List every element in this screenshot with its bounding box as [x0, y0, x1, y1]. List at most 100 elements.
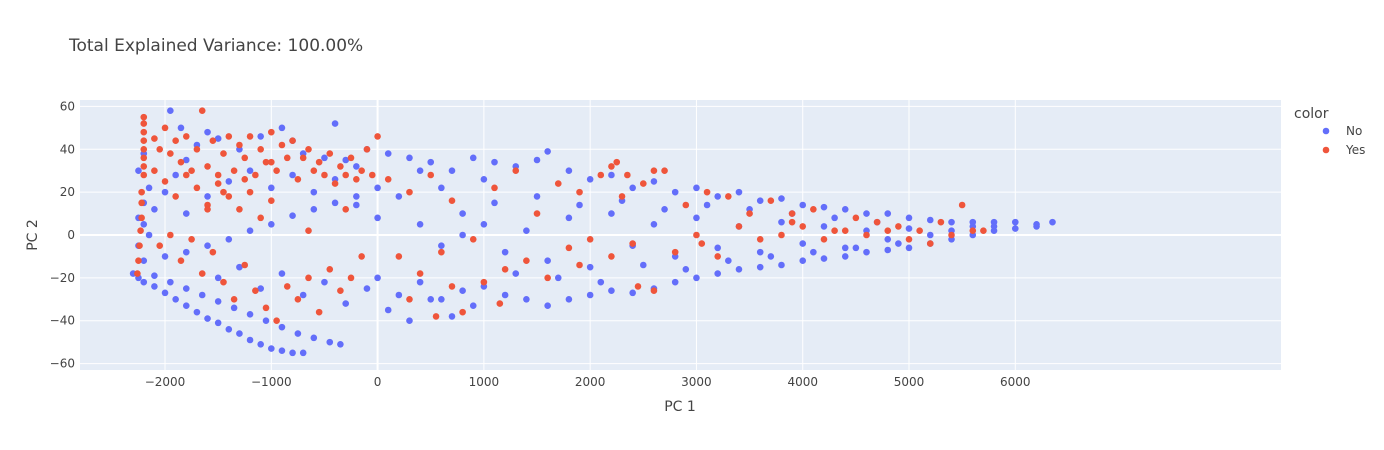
point-no [246, 310, 254, 318]
point-yes [347, 274, 355, 282]
point-yes [682, 201, 690, 209]
x-tick-label: −1000 [251, 375, 292, 389]
point-no [459, 210, 466, 217]
point-no [427, 158, 435, 166]
point-no [438, 242, 445, 250]
point-yes [283, 283, 291, 290]
point-no [523, 227, 530, 235]
point-yes [138, 199, 145, 207]
point-yes [177, 257, 185, 265]
point-yes [788, 210, 796, 217]
point-yes [799, 223, 807, 230]
point-no [491, 158, 498, 166]
point-no [597, 278, 605, 286]
legend-item-yes[interactable]: Yes [1322, 143, 1366, 157]
point-no [278, 323, 286, 331]
point-yes [331, 180, 339, 187]
point-no [268, 184, 275, 192]
point-yes [756, 235, 764, 243]
point-no [1011, 225, 1019, 232]
point-no [395, 291, 403, 299]
point-no [714, 244, 721, 252]
point-yes [353, 175, 360, 183]
point-yes [958, 201, 966, 209]
point-no [214, 319, 222, 327]
point-no [225, 325, 233, 333]
x-tick-label: 1000 [469, 375, 500, 389]
legend-items[interactable]: No Yes [1322, 124, 1366, 157]
point-yes [230, 167, 238, 175]
point-no [204, 242, 211, 250]
point-no [703, 201, 711, 209]
y-tick-label: 60 [60, 99, 75, 113]
point-yes [214, 171, 222, 179]
point-yes [863, 231, 870, 239]
point-yes [137, 227, 144, 235]
point-no [671, 278, 679, 286]
point-no [565, 167, 573, 175]
point-yes [138, 214, 145, 222]
point-yes [703, 188, 711, 196]
point-no [416, 278, 424, 286]
point-no [182, 302, 190, 310]
point-no [384, 150, 392, 157]
point-no [820, 203, 828, 211]
point-yes [138, 188, 145, 196]
point-yes [140, 154, 148, 162]
point-yes [241, 154, 249, 162]
legend-item-no[interactable]: No [1322, 124, 1363, 138]
point-no [459, 287, 466, 295]
point-yes [268, 128, 275, 136]
point-yes [852, 214, 860, 222]
point-yes [368, 171, 376, 179]
point-yes [262, 158, 270, 166]
point-yes [788, 218, 796, 226]
point-yes [608, 253, 615, 260]
point-yes [236, 205, 243, 213]
point-no [236, 330, 243, 337]
point-yes [204, 163, 211, 170]
point-no [884, 210, 892, 217]
point-no [586, 291, 594, 299]
point-no [671, 188, 679, 196]
point-yes [698, 240, 706, 247]
point-yes [315, 158, 323, 166]
point-yes [198, 270, 206, 277]
point-yes [873, 218, 881, 226]
point-yes [315, 308, 323, 316]
point-no [406, 317, 413, 325]
point-yes [198, 107, 206, 115]
point-yes [172, 137, 179, 145]
point-yes [246, 188, 254, 196]
point-no [204, 193, 211, 200]
point-yes [268, 197, 275, 205]
point-no [198, 291, 206, 299]
point-yes [969, 227, 977, 235]
point-no [586, 175, 594, 183]
data-points [129, 107, 1056, 357]
point-no [326, 338, 334, 346]
point-yes [140, 145, 148, 153]
point-no [608, 287, 615, 295]
point-yes [501, 265, 509, 273]
series-no [129, 107, 1056, 357]
point-no [512, 270, 520, 277]
point-yes [140, 171, 148, 179]
point-no [321, 278, 328, 286]
point-no [342, 156, 350, 164]
point-yes [586, 235, 594, 243]
point-no [1033, 223, 1040, 230]
point-yes [347, 154, 355, 162]
point-yes [310, 167, 318, 175]
y-tick-labels: −60 −40 −20 0 20 40 60 [50, 99, 75, 370]
point-no [214, 135, 222, 142]
legend[interactable]: color No Yes [1294, 106, 1365, 157]
point-no [438, 184, 445, 192]
point-no [905, 225, 913, 232]
point-yes [268, 158, 275, 166]
point-no [151, 283, 158, 290]
point-yes [342, 205, 350, 213]
point-yes [884, 227, 892, 235]
point-no [140, 278, 148, 286]
point-yes [193, 184, 201, 192]
